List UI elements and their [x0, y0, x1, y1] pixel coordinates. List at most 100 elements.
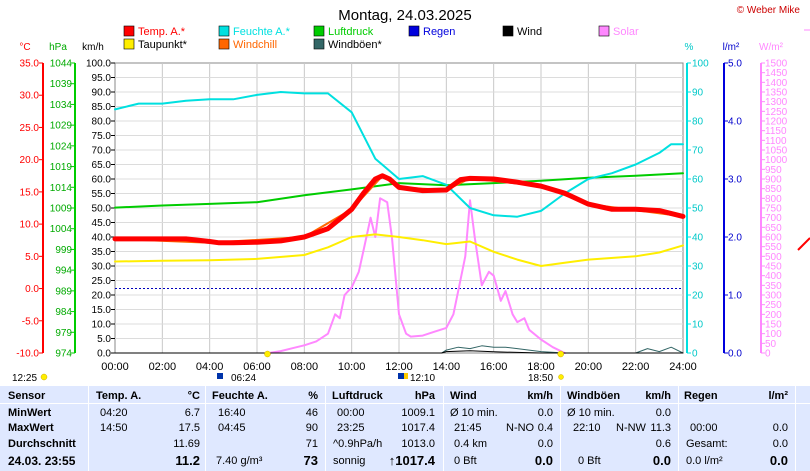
tick-label-solar: 650	[765, 223, 782, 234]
tick-label-temp: 30.0	[20, 91, 40, 102]
current-abs-humidity: 7.40 g/m³	[216, 455, 263, 467]
sunrise-sun-icon	[264, 350, 271, 358]
sun-markers: 12:25 06:24 12:10 18:50	[12, 29, 810, 384]
min-gust-value: 0.0	[655, 407, 671, 419]
max-wind-dir: N-NO	[506, 422, 535, 434]
row-min-label: MinWert	[8, 407, 52, 419]
tick-label-press: 989	[55, 286, 72, 297]
tick-label-temp: 35.0	[20, 59, 40, 70]
tick-label-solar: 1000	[765, 155, 788, 166]
legend-swatch	[218, 38, 230, 50]
tick-label-press: 1029	[50, 121, 73, 132]
header-temp-unit: °C	[187, 390, 200, 402]
chart-title: Montag, 24.03.2025	[338, 7, 471, 24]
header-hum-unit: %	[308, 390, 318, 402]
axis-unit-hum: %	[685, 42, 694, 53]
tick-label-wind: 40.0	[92, 233, 112, 244]
legend-label: Taupunkt*	[138, 39, 188, 51]
current-press-value: ↑1017.4	[388, 453, 435, 468]
max-press-time: 23:25	[337, 422, 365, 434]
tick-label-solar: 1200	[765, 117, 788, 128]
legend-label: Luftdruck	[328, 26, 374, 38]
tick-label-temp: -5.0	[22, 316, 40, 327]
edge-temp-arrow	[797, 237, 810, 251]
min-press-value: 1009.1	[401, 407, 435, 419]
tick-label-wind: 65.0	[92, 160, 112, 171]
x-tick-label: 20:00	[575, 361, 603, 373]
x-tick-label: 14:00	[433, 361, 461, 373]
tick-label-hum: 60	[692, 175, 704, 186]
tick-label-temp: 25.0	[20, 123, 40, 134]
legend-swatch	[598, 25, 610, 37]
tick-label-press: 1044	[50, 59, 73, 70]
tick-label-temp: 5.0	[25, 252, 39, 263]
header-wind: Wind	[450, 390, 477, 402]
x-tick-label: 08:00	[291, 361, 319, 373]
tick-label-hum: 40	[692, 233, 704, 244]
tick-label-hum: 50	[692, 204, 704, 215]
legend-swatch	[123, 25, 135, 37]
x-tick-label: 12:00	[385, 361, 413, 373]
tick-label-press: 999	[55, 245, 72, 256]
max-gust-time: 22:10	[573, 422, 601, 434]
legend-label: Solar	[613, 26, 639, 38]
max-hum-value: 90	[305, 422, 318, 434]
tick-label-press: 1034	[50, 100, 73, 111]
tick-label-temp: 15.0	[20, 187, 40, 198]
header-press: Luftdruck	[332, 390, 383, 402]
x-tick-label: 00:00	[101, 361, 129, 373]
tick-label-solar: 700	[765, 213, 782, 224]
chart-legend: Temp. A.* Feuchte A.* Luftdruck Regen Wind So…	[123, 25, 639, 51]
tick-label-solar: 100	[765, 329, 782, 340]
current-hum-value: 73	[303, 453, 318, 468]
max-hum-time: 04:45	[218, 422, 246, 434]
tick-label-solar: 850	[765, 184, 782, 195]
tick-label-hum: 10	[692, 320, 704, 331]
min-temp-value: 6.7	[184, 407, 200, 419]
avg-gust-value: 0.6	[655, 438, 671, 450]
row-current-label: 24.03. 23:55	[8, 454, 76, 468]
tick-label-rain: 2.0	[728, 233, 742, 244]
x-tick-label: 24:00	[669, 361, 697, 373]
tick-label-wind: 45.0	[92, 218, 112, 229]
current-gust-value: 0.0	[652, 453, 671, 468]
max-rain-value: 0.0	[772, 422, 788, 434]
legend-swatch	[313, 25, 325, 37]
min-gust-time: Ø 10 min.	[567, 407, 615, 419]
tick-label-solar: 800	[765, 194, 782, 205]
tick-label-hum: 0	[692, 349, 698, 360]
tick-label-solar: 500	[765, 252, 782, 263]
x-tick-label: 04:00	[196, 361, 224, 373]
axis-unit-press: hPa	[49, 42, 67, 53]
tick-label-wind: 55.0	[92, 189, 112, 200]
tick-label-hum: 90	[692, 88, 704, 99]
row-max-label: MaxWert	[8, 422, 54, 434]
axis-unit-labels: °C hPa km/h% l/m² W/m²	[19, 42, 783, 53]
sunrise-time-label: 06:24	[231, 373, 256, 384]
tick-label-wind: 95.0	[92, 73, 112, 84]
x-tick-label: 16:00	[480, 361, 508, 373]
sunset-icon	[558, 374, 564, 380]
legend-swatch	[123, 38, 135, 50]
tick-label-solar: 1050	[765, 146, 788, 157]
tick-label-solar: 400	[765, 271, 782, 282]
avg-wind-value: 0.0	[537, 438, 553, 450]
tick-label-press: 994	[55, 266, 72, 277]
x-tick-label: 06:00	[243, 361, 271, 373]
current-rain-text: 0.0 l/m²	[686, 455, 723, 467]
max-wind-time: 21:45	[454, 422, 482, 434]
max-press-value: 1017.4	[401, 422, 435, 434]
tick-label-rain: 0.0	[728, 349, 742, 360]
tick-label-wind: 35.0	[92, 247, 112, 258]
tick-label-hum: 80	[692, 117, 704, 128]
chart-series	[112, 91, 686, 354]
min-hum-value: 46	[305, 407, 318, 419]
header-temp: Temp. A.	[96, 390, 142, 402]
axis-unit-solar: W/m²	[759, 42, 784, 53]
min-temp-time: 04:20	[100, 407, 128, 419]
tick-label-solar: 50	[765, 339, 777, 350]
tick-label-wind: 80.0	[92, 117, 112, 128]
tick-label-wind: 85.0	[92, 102, 112, 113]
chart-axes: 35.0 30.0 25.0 20.0 15.0 10.0 5.0 0.0 -5.0 -10.0 1…	[16, 59, 787, 360]
tick-label-press: 979	[55, 328, 72, 339]
